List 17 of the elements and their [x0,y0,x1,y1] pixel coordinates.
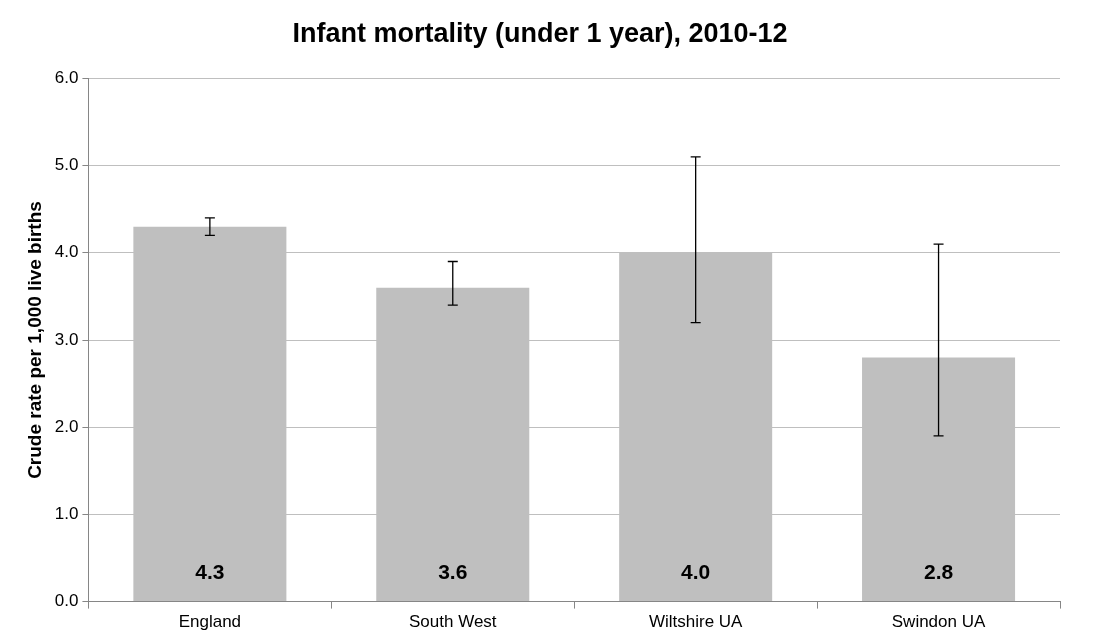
y-tick-label: 5.0 [54,155,79,175]
x-tick-label: Wiltshire UA [648,612,744,632]
y-tick-label: 3.0 [54,329,79,349]
x-tick-label: England [178,612,242,632]
y-tick-label: 4.0 [54,242,79,262]
data-label: 3.6 [438,560,468,584]
y-tick-label: 0.0 [54,591,79,611]
y-tick-label: 2.0 [54,416,79,436]
y-tick-label: 6.0 [54,68,79,88]
y-axis-title: Crude rate per 1,000 live births [23,201,45,479]
y-tick-label: 1.0 [54,504,79,524]
data-label: 4.0 [681,560,711,584]
data-label: 2.8 [923,560,954,584]
chart-title: Infant mortality (under 1 year), 2010-12 [292,17,788,48]
x-tick-label: Swindon UA [891,612,986,632]
x-tick-label: South West [408,612,497,632]
data-label: 4.3 [195,560,225,584]
